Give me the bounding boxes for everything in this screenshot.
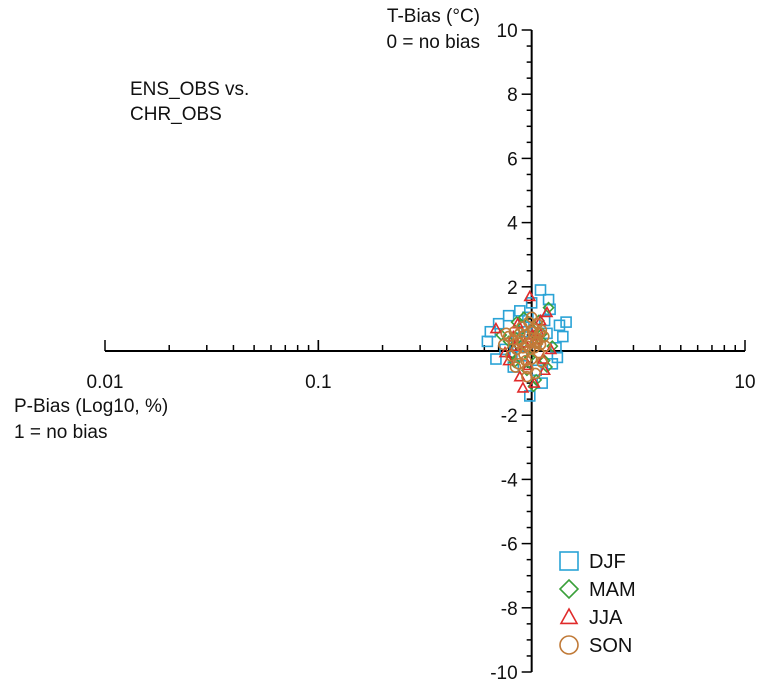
legend-marker-djf [559, 551, 579, 571]
data-point [538, 363, 551, 376]
y-tick-label: 2 [507, 278, 518, 299]
data-point [527, 322, 540, 335]
data-point [544, 342, 558, 355]
data-point [523, 289, 537, 302]
legend-marker-mam [558, 578, 580, 600]
y-tick-label: -8 [501, 599, 518, 620]
x-axis-label-line-1: P-Bias (Log10, %) [14, 396, 168, 417]
x-tick-label: 10 [734, 372, 755, 393]
legend: DJF MAM JJA SON [558, 551, 636, 657]
data-point [525, 311, 538, 324]
y-tick-label: -2 [501, 406, 518, 427]
data-point [542, 301, 555, 314]
series-son [497, 311, 552, 383]
data-point [546, 340, 559, 353]
chart-annotation-line-2: CHR_OBS [130, 104, 222, 125]
data-point [539, 340, 552, 352]
legend-label-mam: MAM [589, 579, 636, 601]
data-point [512, 358, 525, 370]
data-point [490, 353, 502, 365]
data-point [520, 354, 532, 367]
y-axis-label-line-1: T-Bias (°C) [387, 6, 480, 27]
data-point [500, 327, 513, 340]
data-point [540, 305, 554, 318]
data-point [523, 390, 536, 402]
data-point [551, 351, 564, 364]
data-point [517, 341, 529, 354]
y-tick-label: 8 [507, 85, 518, 106]
data-point [553, 319, 566, 332]
data-point [489, 321, 503, 334]
data-point [514, 327, 526, 340]
data-point [509, 361, 522, 373]
y-axis-label-line-2: 0 = no bias [387, 32, 481, 53]
data-point [516, 381, 530, 393]
data-point [502, 309, 515, 322]
data-point [529, 337, 542, 349]
data-point [535, 324, 548, 336]
scatter-points [481, 284, 572, 402]
data-point [507, 333, 520, 346]
x-axis-label-line-2: 1 = no bias [14, 422, 108, 443]
legend-label-jja: JJA [589, 607, 623, 629]
y-tick-label: 6 [507, 149, 518, 170]
data-point [481, 335, 494, 348]
y-tick-label: -6 [501, 535, 518, 556]
data-point [536, 356, 548, 369]
data-point [557, 330, 569, 343]
chart-annotation-line-1: ENS_OBS vs. [130, 79, 249, 100]
data-point [534, 284, 547, 296]
legend-label-djf: DJF [589, 551, 626, 573]
y-tick-label: -4 [501, 470, 518, 491]
data-point [521, 370, 533, 383]
x-tick-label: 0.01 [87, 372, 124, 393]
y-tick-label: 4 [507, 214, 518, 235]
legend-label-son: SON [589, 635, 632, 657]
data-point [560, 316, 572, 328]
legend-marker-jja [559, 607, 579, 625]
y-tick-label: -10 [490, 663, 517, 684]
x-tick-label: 0.1 [305, 372, 331, 393]
legend-marker-son [559, 635, 579, 655]
data-point [522, 311, 534, 324]
data-point [528, 376, 541, 388]
y-tick-label: 10 [497, 21, 518, 42]
data-point [525, 297, 538, 309]
data-point [519, 329, 531, 341]
